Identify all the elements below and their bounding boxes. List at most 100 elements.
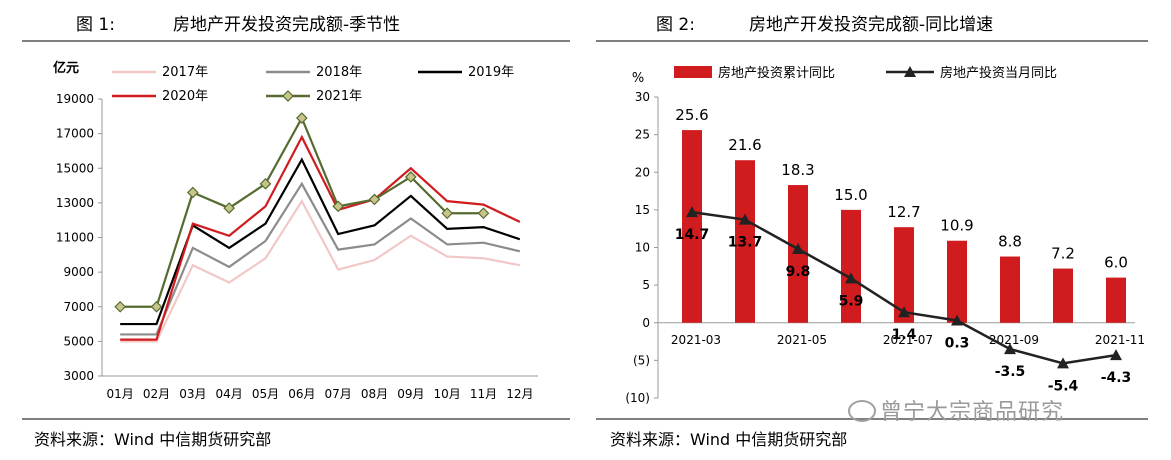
chart2-point-marker (845, 272, 857, 284)
chart1-y-unit: 亿元 (53, 60, 79, 76)
chart1-x-tick-label: 12月 (506, 387, 533, 401)
chart1-title-number: 图 1: (76, 15, 115, 35)
chart2-bar-label: 12.7 (887, 203, 920, 221)
chart2-bar-label: 25.6 (675, 106, 708, 124)
chart2-point-marker (951, 314, 963, 326)
chart1-x-tick-label: 09月 (397, 387, 424, 401)
chart2-point-marker (739, 213, 751, 225)
chart2-bar-label: 21.6 (728, 136, 761, 154)
chart1-series-line (120, 198, 521, 343)
chart2-plot: % (10) (5) 0 5 10 15 20 25 30 2021-03 2021-05 2021-0… (625, 65, 1145, 405)
chart2-y-tick-label: (10) (625, 391, 650, 405)
chart1-x-tick-label: 06月 (288, 387, 315, 401)
chart1-y-tick-label: 11000 (56, 231, 94, 245)
chart2-point-marker (1110, 349, 1122, 361)
chart2-y-tick-label: 30 (635, 90, 650, 104)
chart2-line-label: 1.4 (892, 327, 917, 343)
chart2-line-label: 13.7 (728, 235, 763, 251)
chart2-title: 房地产开发投资完成额-同比增速 (749, 15, 994, 35)
chart1-point-marker (295, 112, 308, 124)
chart2-bar-label: 7.2 (1051, 245, 1075, 263)
chart2-line-label: 9.8 (786, 264, 811, 280)
chart1-series-line (120, 134, 521, 341)
chart1-legend-label: 2021年 (316, 89, 362, 104)
chart1-x-tick-label: 08月 (361, 387, 388, 401)
chart2-bar (894, 227, 914, 323)
chart2-y-unit: % (632, 71, 644, 86)
chart2-y-tick-label: 10 (635, 241, 650, 255)
chart1-panel: 图 1: 房地产开发投资完成额-季节性 亿元 3000 5000 7000 9000 11… (0, 0, 575, 460)
chart2-x-tick-label: 2021-07 (883, 333, 933, 347)
chart1-title: 房地产开发投资完成额-季节性 (173, 15, 401, 35)
chart1-x-tick-label: 07月 (325, 387, 352, 401)
chart2-x-tick-label: 2021-03 (671, 333, 721, 347)
chart2-bar-label: 8.8 (998, 233, 1022, 251)
chart2-bar-label: 15.0 (834, 186, 867, 204)
chart2-bar (947, 240, 967, 323)
chart1-point-marker (441, 207, 454, 220)
chart2-y-tick-label: (5) (633, 353, 650, 367)
chart2-y-tick-label: 20 (635, 165, 650, 179)
chart1-legend-label: 2017年 (162, 65, 208, 80)
chart2-top-rule (596, 40, 1148, 42)
chart2-line-label: 5.9 (839, 293, 864, 309)
chart2-x-tick-label: 2021-11 (1095, 333, 1145, 347)
chart2-x-tick-label: 2021-05 (777, 333, 827, 347)
chart1-bottom-rule (22, 418, 570, 420)
chart1-y-tick-label: 13000 (56, 196, 94, 210)
chart1-legend-marker (282, 90, 294, 102)
chart2-x-tick-label: 2021-09 (989, 333, 1039, 347)
chart2-y-tick-label: 5 (642, 278, 650, 292)
chart2-line-label: -3.5 (995, 364, 1026, 380)
chart1-point-marker (332, 200, 345, 213)
chart2-point-marker (1004, 343, 1016, 355)
chart1-point-marker (186, 186, 199, 199)
chart2-line-label: -4.3 (1101, 370, 1132, 386)
chart2-bar (735, 160, 755, 323)
chart1-series-line (120, 181, 521, 336)
chart1-source: 资料来源：Wind 中信期货研究部 (34, 430, 272, 449)
chart1-x-tick-label: 03月 (179, 387, 206, 401)
chart2-bar (1000, 256, 1020, 323)
chart2-line-label: 14.7 (675, 227, 710, 243)
chart2-source: 资料来源：Wind 中信期货研究部 (610, 430, 848, 449)
chart2-bar (682, 130, 702, 323)
chart2-line-label: 0.3 (945, 335, 970, 351)
chart1-legend-label: 2018年 (316, 65, 362, 80)
chart1-point-marker (259, 177, 272, 190)
chart1-y-tick-label: 5000 (63, 334, 94, 348)
chart1-legend-label: 2020年 (162, 89, 208, 104)
chart2-legend-marker (904, 66, 916, 77)
chart1-y-tick-label: 3000 (63, 369, 94, 383)
chart1-x-tick-label: 05月 (252, 387, 279, 401)
chart2-point-marker (898, 306, 910, 318)
chart1-point-marker (404, 171, 417, 183)
chart2-bar-label: 6.0 (1104, 254, 1128, 272)
chart1-y-tick-label: 7000 (63, 300, 94, 314)
chart2-line-label: -5.4 (1048, 378, 1079, 394)
chart1-y-tick-label: 15000 (56, 161, 94, 175)
chart2-point-marker (686, 206, 698, 218)
chart1-point-marker (114, 300, 127, 313)
chart1-point-marker (477, 207, 490, 220)
chart2-bar (841, 209, 861, 323)
chart2-title-number: 图 2: (656, 15, 695, 35)
chart2-point-marker (792, 243, 804, 255)
chart2-y-tick-label: 25 (635, 128, 650, 142)
chart1-y-tick-label: 19000 (56, 92, 94, 106)
chart2-bar-label: 18.3 (781, 161, 814, 179)
chart2-y-tick-label: 0 (642, 316, 650, 330)
chart1-point-marker (368, 193, 381, 206)
chart1-x-tick-label: 04月 (216, 387, 243, 401)
chart1-plot: 亿元 3000 5000 7000 9000 11000 13000 15000 17000 19… (53, 60, 538, 401)
chart1-x-tick-label: 10月 (434, 387, 461, 401)
chart1-y-tick-label: 9000 (63, 265, 94, 279)
chart1-y-tick-label: 17000 (56, 127, 94, 141)
chart2-bar (1106, 277, 1126, 323)
chart2-bar-label: 10.9 (940, 217, 973, 235)
chart1-point-marker (150, 300, 163, 313)
chart1-series-line (120, 157, 521, 326)
chart2-point-marker (1057, 357, 1069, 369)
chart2-bottom-rule (596, 418, 1148, 420)
chart2-y-tick-label: 15 (635, 203, 650, 217)
